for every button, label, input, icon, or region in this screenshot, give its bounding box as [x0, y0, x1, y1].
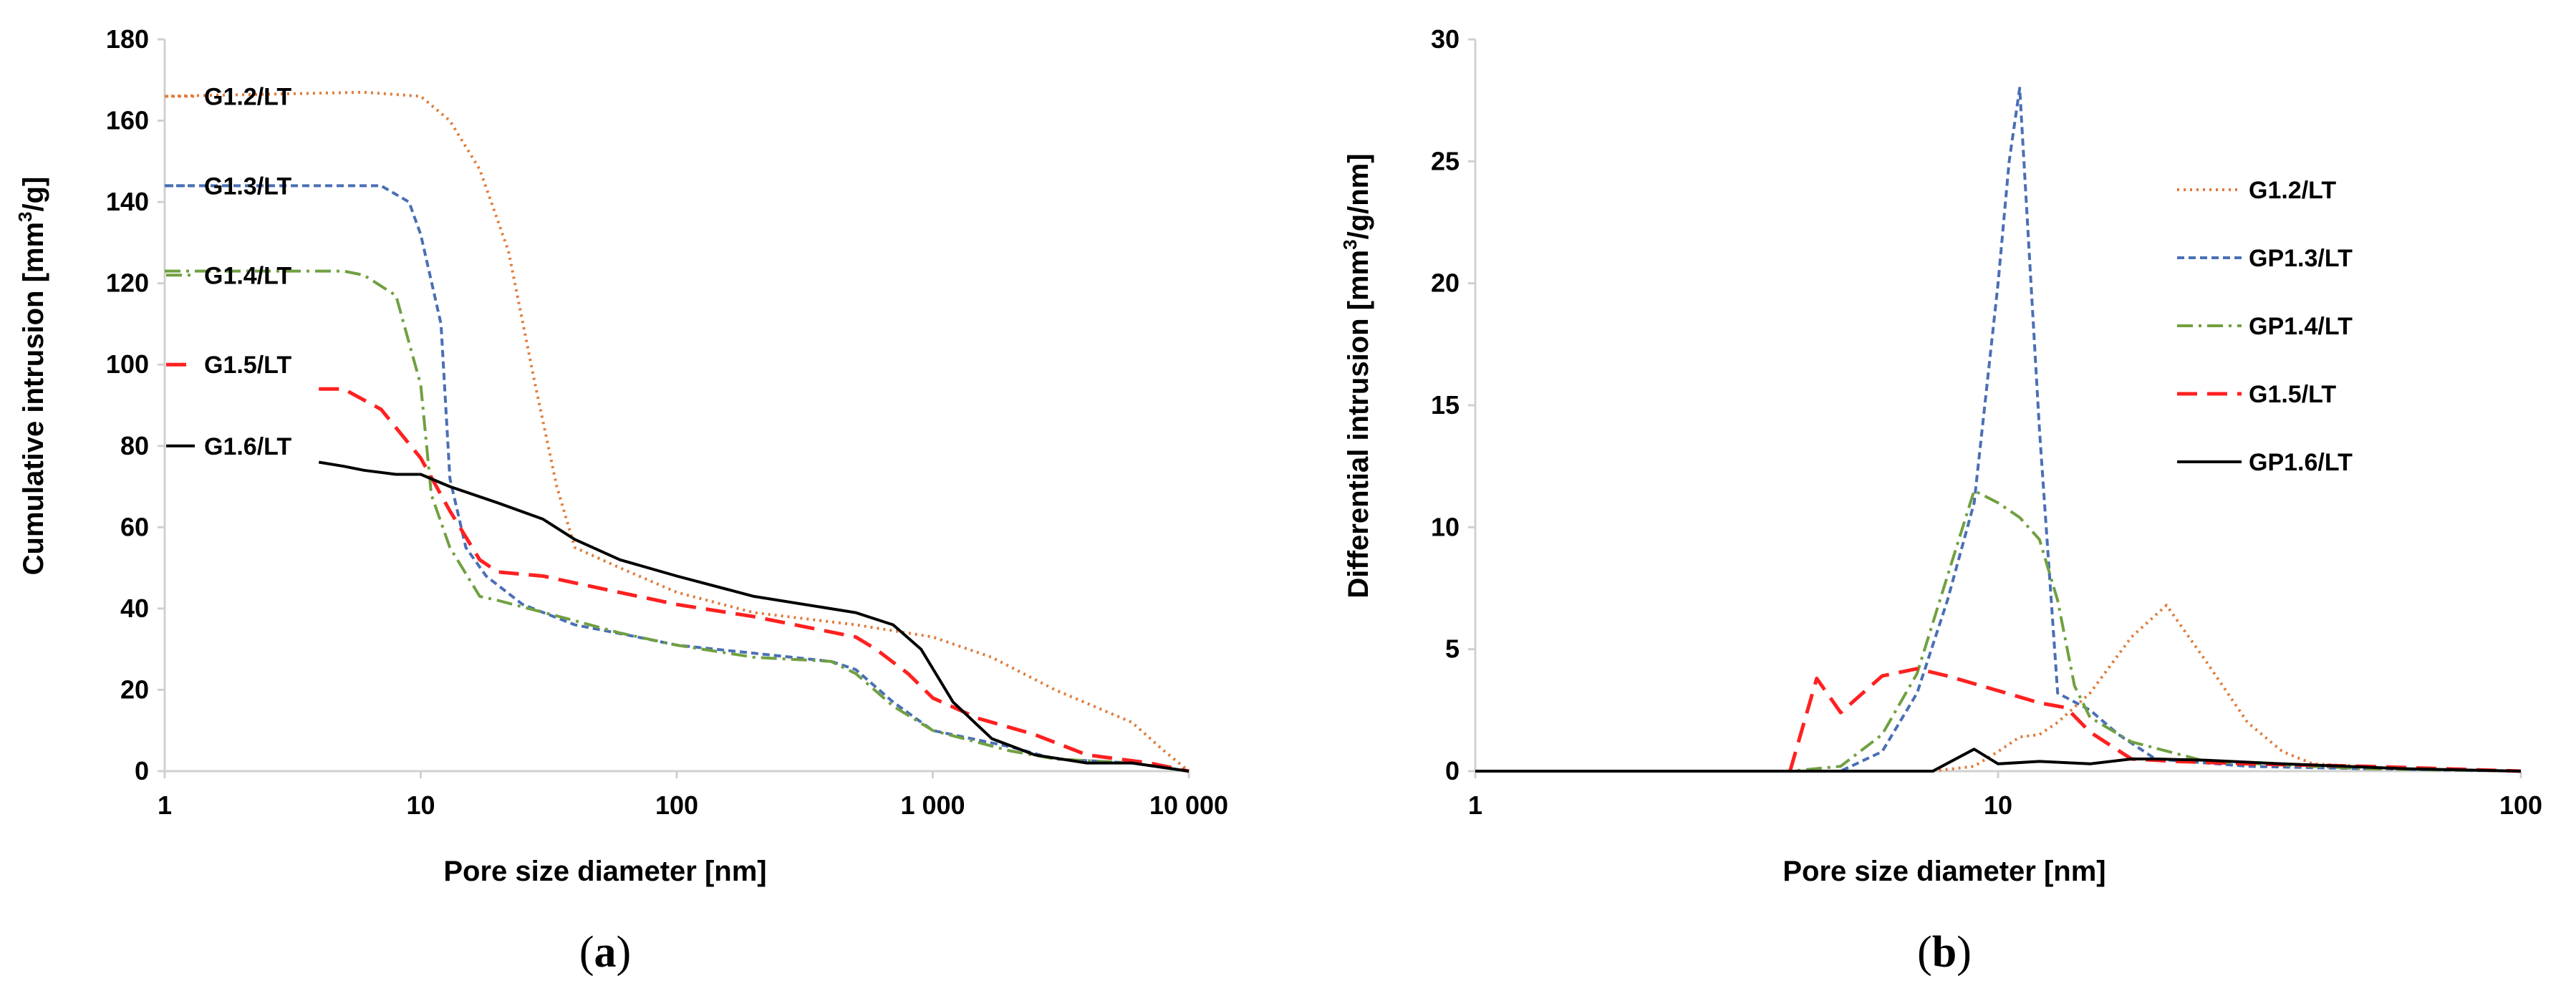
chart-panel-b: 0 5 10 15 20 25 30 1 10 100 G1.2/LT GP1.3/LT GP1.4… [1339, 24, 2542, 977]
x-tick-label: 1 [158, 790, 172, 820]
y-tick-label: 30 [1431, 24, 1460, 54]
y-axis-title-superscript: 3 [1339, 239, 1361, 249]
chart-panel-a: 0 20 40 60 80 100 120 140 160 180 1 10 100 1 000 10 0… [14, 24, 1228, 977]
x-tick-labels: 1 10 100 1 000 10 000 [158, 771, 1228, 820]
panel-b-letter: b [1932, 928, 1957, 977]
series-group [164, 90, 1190, 773]
x-tick-label: 10 [1984, 790, 2012, 820]
y-axis-title: Cumulative intrusion [mm3/g] [14, 177, 49, 576]
y-tick-label: 180 [106, 24, 149, 54]
legend: G1.2/LT G1.3/LT G1.4/LT G1.5/LT G1.6/LT [166, 83, 291, 460]
legend-label: GP1.6/LT [2249, 449, 2353, 476]
legend-label: G1.6/LT [204, 433, 291, 460]
x-tick-label: 100 [655, 790, 698, 820]
series-line-g1-2-lt [1932, 604, 2522, 773]
y-tick-label: 20 [1431, 269, 1460, 298]
panel-a-close: ) [617, 928, 632, 977]
panel-label-b: (b) [1917, 928, 1972, 977]
y-tick-label: 60 [120, 512, 149, 541]
y-axis-title-part2: /g/nm] [1343, 153, 1374, 239]
series-line-g1-5-lt [1788, 667, 2522, 773]
panel-b-close: ) [1957, 928, 1972, 977]
series-line-gp1-4-lt [1475, 489, 2522, 773]
y-axis-title-part1: Cumulative intrusion [mm [18, 222, 49, 575]
y-tick-label: 5 [1445, 634, 1460, 664]
y-axis-title-part2: /g] [18, 177, 49, 212]
legend-label: G1.2/LT [204, 83, 291, 110]
legend: G1.2/LT GP1.3/LT GP1.4/LT G1.5/LT GP1.6/LT [2177, 177, 2353, 476]
x-tick-label: 10 [406, 790, 435, 820]
series-line-g1-4-lt [165, 269, 1190, 773]
panel-label-a: (a) [579, 928, 631, 977]
y-tick-label: 15 [1431, 390, 1460, 420]
y-tick-label: 0 [135, 756, 149, 785]
x-tick-label: 1 000 [900, 790, 965, 820]
y-axis-title-part1: Differential intrusion [mm [1343, 250, 1374, 599]
y-tick-label: 120 [106, 269, 149, 298]
series-line-g1-3-lt [165, 184, 1190, 773]
legend-label: G1.2/LT [2249, 177, 2336, 204]
legend-label: GP1.4/LT [2249, 313, 2353, 340]
x-tick-label: 10 000 [1149, 790, 1228, 820]
panel-a-letter: a [594, 928, 617, 977]
y-tick-label: 20 [120, 674, 149, 704]
legend-label: G1.3/LT [204, 173, 291, 200]
y-tick-label: 0 [1445, 756, 1460, 785]
x-tick-label: 100 [2499, 790, 2542, 820]
legend-label: GP1.3/LT [2249, 245, 2353, 272]
y-tick-label: 10 [1431, 512, 1460, 541]
y-tick-label: 40 [120, 594, 149, 623]
series-line-gp1-6-lt [1475, 748, 2522, 773]
y-axis-title: Differential intrusion [mm3/g/nm] [1339, 153, 1374, 598]
panel-b-open: ( [1917, 928, 1932, 977]
y-tick-label: 80 [120, 431, 149, 460]
x-axis-title: Pore size diameter [nm] [443, 856, 766, 887]
y-tick-label: 100 [106, 349, 149, 379]
axes [1474, 39, 2521, 773]
y-tick-label: 25 [1431, 146, 1460, 175]
y-tick-labels: 0 5 10 15 20 25 30 [1431, 24, 1475, 785]
legend-label: G1.4/LT [204, 262, 291, 289]
y-tick-labels: 0 20 40 60 80 100 120 140 160 180 [106, 24, 165, 785]
legend-label: G1.5/LT [204, 352, 291, 379]
series-group [1475, 87, 2522, 773]
x-tick-label: 1 [1468, 790, 1482, 820]
series-line-g1-5-lt [319, 387, 1190, 773]
axes [163, 39, 1189, 773]
series-line-g1-6-lt [318, 460, 1190, 773]
series-line-gp1-3-lt [1475, 87, 2522, 773]
panel-a-open: ( [579, 928, 594, 977]
y-tick-label: 160 [106, 106, 149, 135]
y-axis-title-superscript: 3 [14, 212, 36, 222]
series-line-g1-2-lt [164, 90, 1190, 773]
x-tick-labels: 1 10 100 [1468, 771, 2542, 820]
x-axis-title: Pore size diameter [nm] [1783, 856, 2105, 887]
y-tick-label: 140 [106, 187, 149, 216]
legend-label: G1.5/LT [2249, 381, 2336, 408]
